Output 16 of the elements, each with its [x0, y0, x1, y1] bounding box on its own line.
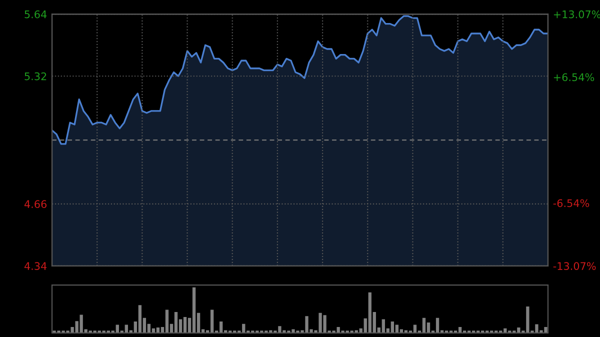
y2-tick-label: +6.54% — [554, 73, 594, 82]
bar — [390, 322, 394, 333]
y2-tick-label: -13.07% — [553, 262, 596, 270]
bar — [426, 322, 430, 333]
bar — [192, 287, 196, 333]
y2-tick-label: -6.54% — [553, 199, 590, 208]
bar — [165, 310, 169, 333]
bar — [436, 318, 440, 333]
bar — [183, 317, 187, 333]
y-tick-label: 5.32 — [24, 72, 46, 80]
bar — [422, 318, 426, 333]
y-tick-label: 4.66 — [24, 200, 47, 208]
y-tick-label: 5.64 — [24, 10, 47, 18]
bar — [174, 312, 178, 333]
y-tick-label: 4.34 — [24, 262, 47, 270]
bar — [138, 305, 142, 333]
